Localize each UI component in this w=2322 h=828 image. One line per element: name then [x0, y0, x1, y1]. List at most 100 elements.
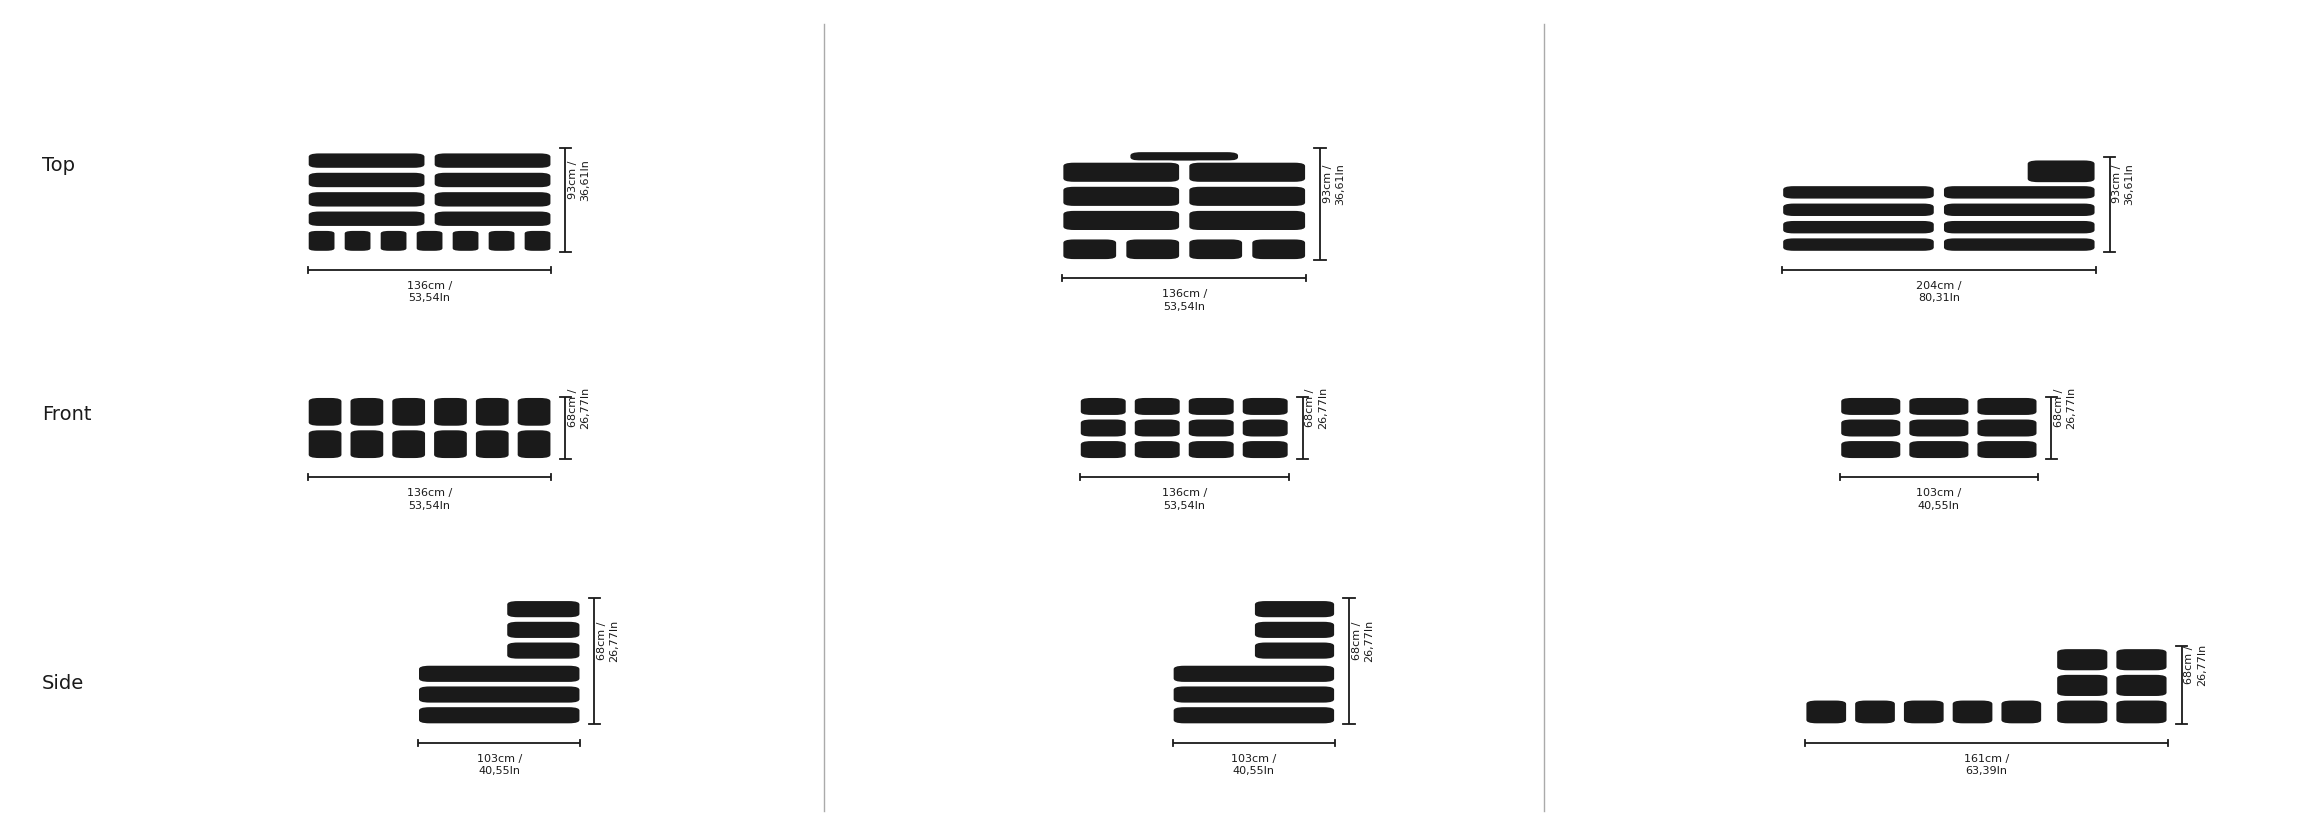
FancyBboxPatch shape: [1189, 162, 1305, 184]
FancyBboxPatch shape: [1950, 700, 1992, 724]
FancyBboxPatch shape: [1804, 700, 1846, 724]
FancyBboxPatch shape: [348, 430, 383, 460]
FancyBboxPatch shape: [1128, 152, 1240, 162]
FancyBboxPatch shape: [1944, 186, 2094, 200]
FancyBboxPatch shape: [1080, 440, 1126, 460]
FancyBboxPatch shape: [1781, 221, 1934, 235]
FancyBboxPatch shape: [1252, 239, 1305, 261]
FancyBboxPatch shape: [1187, 397, 1235, 416]
FancyBboxPatch shape: [1242, 440, 1289, 460]
FancyBboxPatch shape: [1189, 239, 1242, 261]
FancyBboxPatch shape: [1187, 440, 1235, 460]
FancyBboxPatch shape: [1242, 419, 1289, 438]
FancyBboxPatch shape: [1173, 686, 1335, 704]
Text: 93cm /
36,61In: 93cm / 36,61In: [1324, 163, 1344, 205]
FancyBboxPatch shape: [1173, 706, 1335, 724]
FancyBboxPatch shape: [307, 211, 425, 228]
FancyBboxPatch shape: [1781, 186, 1934, 200]
FancyBboxPatch shape: [1944, 204, 2094, 218]
FancyBboxPatch shape: [2055, 648, 2108, 672]
FancyBboxPatch shape: [1080, 419, 1126, 438]
FancyBboxPatch shape: [1242, 397, 1289, 416]
FancyBboxPatch shape: [418, 665, 580, 683]
FancyBboxPatch shape: [390, 430, 425, 460]
FancyBboxPatch shape: [1061, 186, 1180, 208]
Text: 136cm /
53,54In: 136cm / 53,54In: [1161, 289, 1207, 311]
FancyBboxPatch shape: [307, 430, 344, 460]
Text: 93cm /
36,61In: 93cm / 36,61In: [2113, 163, 2134, 205]
Text: 136cm /
53,54In: 136cm / 53,54In: [406, 281, 453, 303]
FancyBboxPatch shape: [2027, 161, 2094, 184]
FancyBboxPatch shape: [488, 231, 515, 253]
Text: 68cm /
26,77In: 68cm / 26,77In: [1305, 387, 1328, 429]
FancyBboxPatch shape: [1909, 440, 1969, 460]
FancyBboxPatch shape: [1080, 397, 1126, 416]
Text: 103cm /
40,55In: 103cm / 40,55In: [476, 753, 522, 775]
FancyBboxPatch shape: [1781, 238, 1934, 253]
FancyBboxPatch shape: [418, 686, 580, 704]
FancyBboxPatch shape: [348, 397, 383, 427]
FancyBboxPatch shape: [307, 172, 425, 189]
FancyBboxPatch shape: [474, 397, 511, 427]
FancyBboxPatch shape: [1061, 210, 1180, 232]
FancyBboxPatch shape: [344, 231, 372, 253]
FancyBboxPatch shape: [1254, 621, 1335, 639]
FancyBboxPatch shape: [1839, 419, 1902, 438]
Text: 93cm /
36,61In: 93cm / 36,61In: [569, 159, 590, 201]
FancyBboxPatch shape: [390, 397, 425, 427]
Text: 136cm /
53,54In: 136cm / 53,54In: [406, 488, 453, 510]
FancyBboxPatch shape: [378, 231, 409, 253]
Text: 204cm /
80,31In: 204cm / 80,31In: [1916, 281, 1962, 303]
FancyBboxPatch shape: [1839, 440, 1902, 460]
FancyBboxPatch shape: [1944, 238, 2094, 253]
Text: 161cm /
63,39In: 161cm / 63,39In: [1964, 753, 2009, 775]
FancyBboxPatch shape: [432, 397, 467, 427]
FancyBboxPatch shape: [1999, 700, 2041, 724]
Text: 103cm /
40,55In: 103cm / 40,55In: [1916, 488, 1962, 510]
FancyBboxPatch shape: [1976, 440, 2036, 460]
FancyBboxPatch shape: [1133, 440, 1180, 460]
FancyBboxPatch shape: [2055, 700, 2108, 724]
FancyBboxPatch shape: [450, 231, 478, 253]
FancyBboxPatch shape: [1976, 419, 2036, 438]
FancyBboxPatch shape: [1839, 397, 1902, 416]
FancyBboxPatch shape: [1126, 239, 1180, 261]
FancyBboxPatch shape: [1944, 221, 2094, 235]
Text: Side: Side: [42, 674, 84, 692]
FancyBboxPatch shape: [307, 153, 425, 170]
FancyBboxPatch shape: [515, 430, 550, 460]
FancyBboxPatch shape: [1133, 419, 1180, 438]
Text: 68cm /
26,77In: 68cm / 26,77In: [1351, 619, 1375, 661]
FancyBboxPatch shape: [307, 192, 425, 209]
FancyBboxPatch shape: [307, 397, 344, 427]
FancyBboxPatch shape: [2115, 648, 2166, 672]
FancyBboxPatch shape: [506, 642, 580, 660]
FancyBboxPatch shape: [432, 430, 467, 460]
FancyBboxPatch shape: [1061, 162, 1180, 184]
FancyBboxPatch shape: [1781, 204, 1934, 218]
FancyBboxPatch shape: [1133, 397, 1180, 416]
FancyBboxPatch shape: [515, 397, 550, 427]
FancyBboxPatch shape: [418, 706, 580, 724]
Text: Front: Front: [42, 405, 91, 423]
FancyBboxPatch shape: [474, 430, 511, 460]
FancyBboxPatch shape: [434, 172, 550, 189]
Text: 68cm /
26,77In: 68cm / 26,77In: [569, 387, 590, 429]
FancyBboxPatch shape: [2115, 700, 2166, 724]
FancyBboxPatch shape: [1189, 186, 1305, 208]
Text: 136cm /
53,54In: 136cm / 53,54In: [1161, 488, 1207, 510]
FancyBboxPatch shape: [416, 231, 444, 253]
FancyBboxPatch shape: [1853, 700, 1895, 724]
FancyBboxPatch shape: [307, 231, 334, 253]
FancyBboxPatch shape: [1902, 700, 1944, 724]
FancyBboxPatch shape: [1909, 397, 1969, 416]
Text: 68cm /
26,77In: 68cm / 26,77In: [2055, 387, 2076, 429]
FancyBboxPatch shape: [1254, 600, 1335, 619]
Text: 68cm /
26,77In: 68cm / 26,77In: [2185, 643, 2206, 686]
FancyBboxPatch shape: [1061, 239, 1117, 261]
FancyBboxPatch shape: [1909, 419, 1969, 438]
FancyBboxPatch shape: [1254, 642, 1335, 660]
Text: 68cm /
26,77In: 68cm / 26,77In: [597, 619, 620, 661]
FancyBboxPatch shape: [522, 231, 550, 253]
FancyBboxPatch shape: [434, 153, 550, 170]
